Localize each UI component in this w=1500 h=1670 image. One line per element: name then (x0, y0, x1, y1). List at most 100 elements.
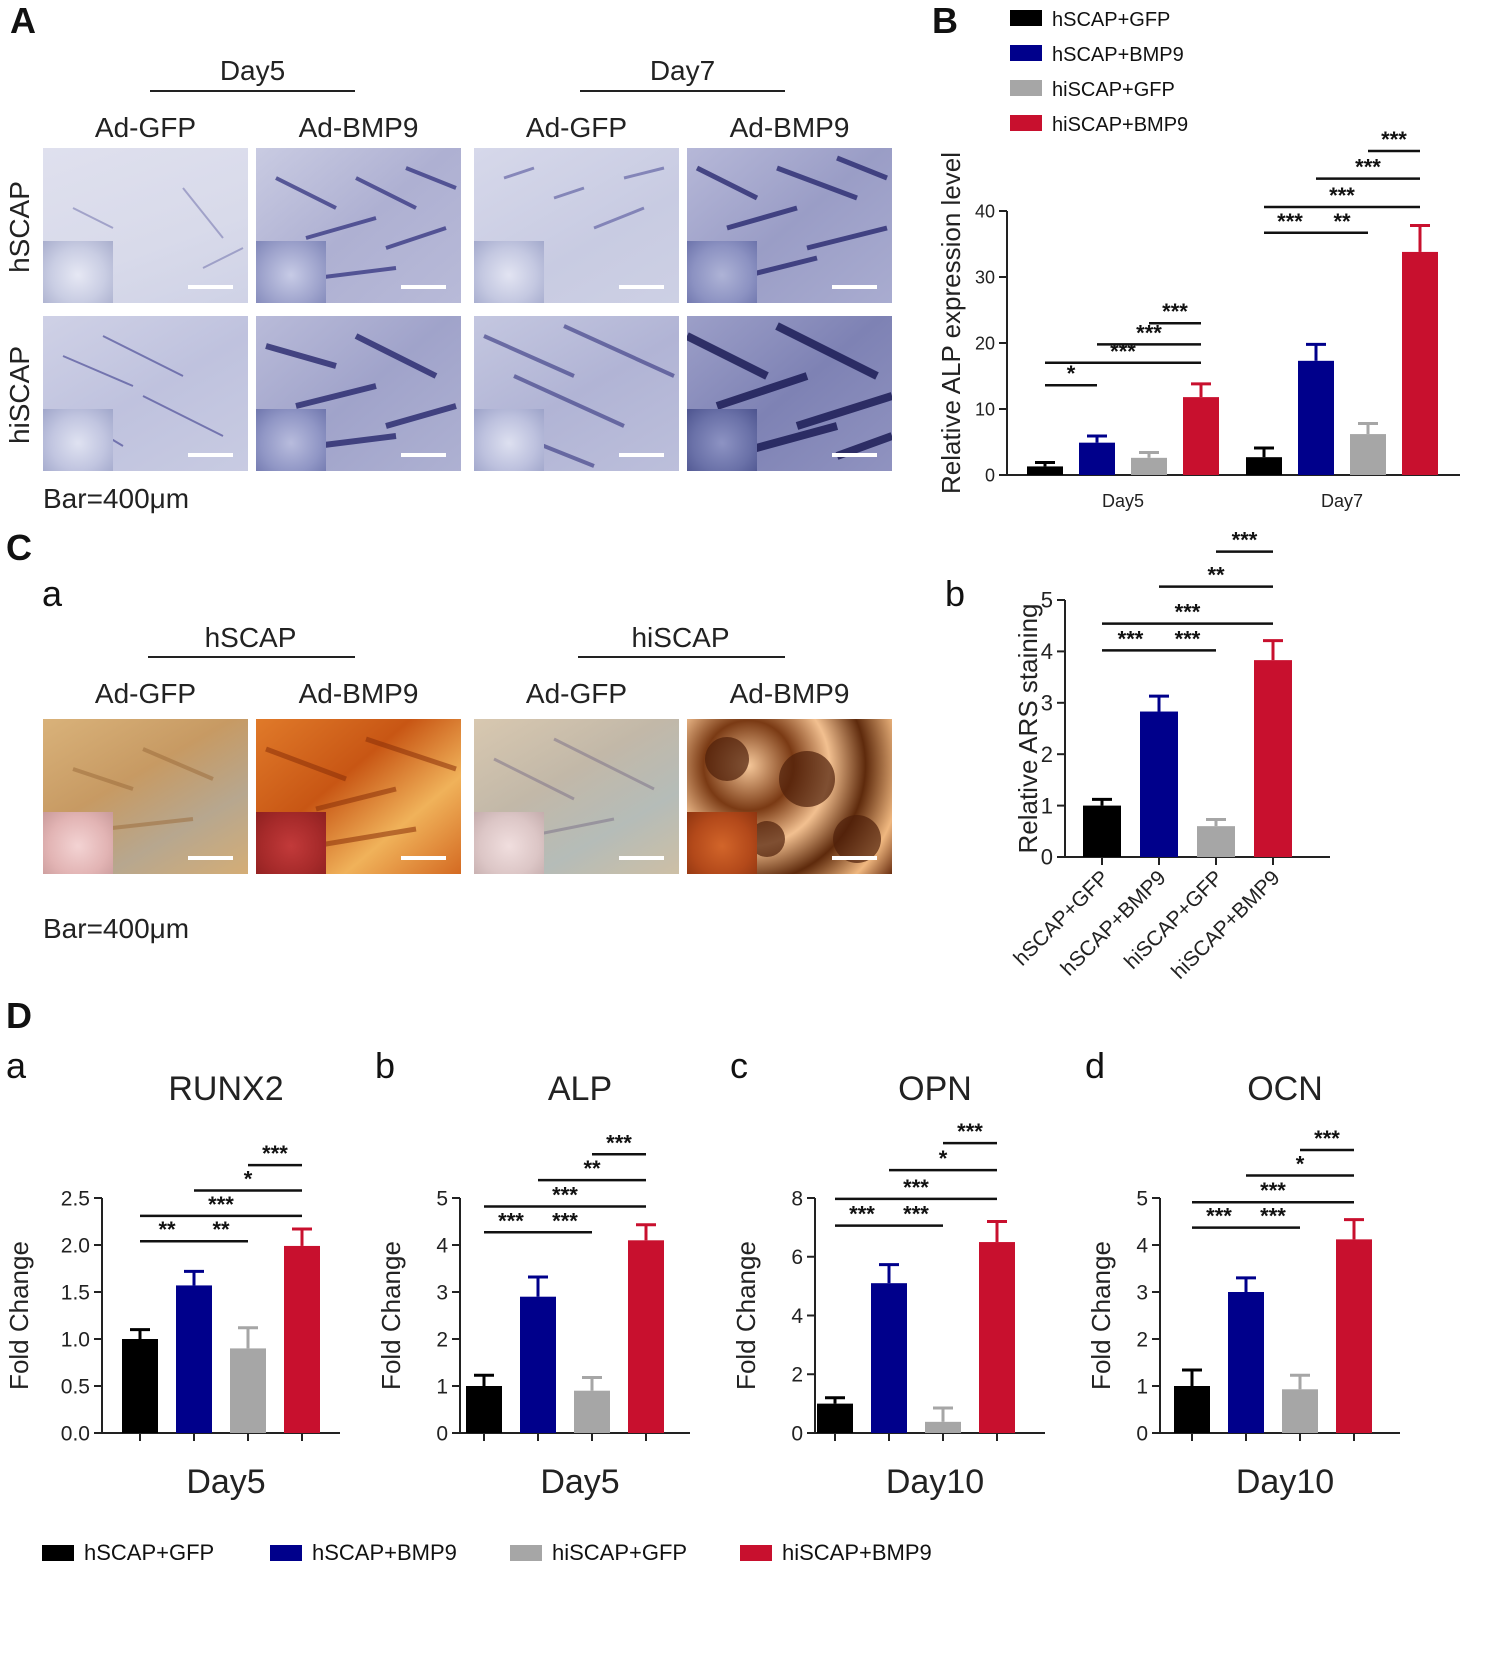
stain-texture (265, 736, 457, 852)
well-inset (687, 812, 757, 874)
y-tick-label: 3 (1041, 691, 1053, 716)
y-tick-label: 6 (791, 1246, 803, 1269)
panel-letter-c: C (6, 527, 32, 568)
legend-label: hiSCAP+GFP (552, 1540, 688, 1565)
significance-label: * (1067, 361, 1076, 386)
significance-label: *** (1206, 1204, 1232, 1229)
significance-label: *** (849, 1202, 875, 1227)
bar-hscap-gfp (122, 1339, 158, 1433)
y-tick-label: 0 (985, 465, 995, 485)
y-tick-label: 0.5 (61, 1375, 90, 1398)
x-axis-title: Day5 (186, 1463, 265, 1501)
ars-photo-hscap-bmp9 (256, 719, 461, 874)
legend-item-hiscap-gfp: hiSCAP+GFP (510, 1540, 687, 1566)
legend-item-hscap-gfp: hSCAP+GFP (42, 1540, 214, 1566)
panel-letter-d: D (6, 995, 32, 1036)
legend-swatch (1010, 80, 1042, 96)
hiscap-rule (578, 656, 785, 658)
y-tick-label: 2.5 (61, 1187, 90, 1210)
legend-label: hSCAP+GFP (1052, 9, 1170, 31)
well-inset (256, 241, 326, 303)
subpanel-letter-ca: a (42, 573, 63, 614)
bar-hscap-bmp9-day5 (1079, 442, 1115, 475)
bar-hscap-bmp9 (176, 1285, 212, 1433)
significance-label: *** (1118, 626, 1144, 651)
chart-title: OCN (1247, 1070, 1323, 1108)
alp-photo-hscap-day5-bmp9 (256, 148, 461, 303)
legend-label: hiSCAP+GFP (1052, 79, 1175, 101)
bar-hiscap-bmp9-day7 (1402, 251, 1438, 475)
y-tick-label: 2.0 (61, 1234, 90, 1257)
y-tick-label: 5 (1136, 1187, 1148, 1210)
col-header-ad-bmp9: Ad-BMP9 (298, 678, 419, 709)
y-tick-label: 5 (1041, 588, 1053, 613)
ars-photo-hiscap-gfp (474, 719, 679, 874)
alp-photo-hiscap-day7-bmp9 (687, 316, 892, 471)
significance-label: *** (1329, 183, 1355, 208)
bar-hiscap-gfp (1282, 1389, 1318, 1433)
y-tick-label: 0 (436, 1422, 448, 1445)
well-inset (43, 812, 113, 874)
y-tick-label: 2 (791, 1364, 803, 1387)
scale-bar (188, 856, 233, 860)
col-header-ad-gfp: Ad-GFP (525, 112, 628, 143)
scale-bar (619, 856, 664, 860)
y-tick-label: 1 (1041, 793, 1053, 818)
well-inset (474, 812, 544, 874)
subpanel-letter-cb: b (945, 573, 966, 614)
bar-hiscap-gfp (574, 1390, 610, 1433)
stain-texture (695, 155, 888, 281)
significance-label: *** (1314, 1126, 1340, 1151)
stain-texture (483, 324, 675, 468)
well-inset (256, 409, 326, 471)
legend-item-hscap-bmp9: hSCAP+BMP9 (270, 1540, 457, 1566)
bar-hiscap-bmp9-day5 (1183, 397, 1219, 475)
scale-bar (401, 453, 446, 457)
legend-item-hiscap-bmp9: hiSCAP+BMP9 (740, 1540, 932, 1566)
chart-title: OPN (898, 1070, 972, 1108)
y-axis-title: Relative ARS staining (1013, 603, 1043, 853)
scale-note-a: Bar=400μm (43, 483, 190, 514)
significance-label: *** (1260, 1204, 1286, 1229)
bar-hiscap-gfp-day5 (1131, 457, 1167, 475)
scale-bar (832, 856, 877, 860)
stain-texture (72, 187, 244, 269)
scale-bar (401, 856, 446, 860)
y-tick-label: 0 (1136, 1422, 1148, 1445)
significance-label: ** (212, 1217, 230, 1242)
significance-label: * (939, 1146, 948, 1171)
bar-hiscap-gfp (230, 1348, 266, 1433)
stain-texture (503, 166, 665, 230)
legend-swatch (1010, 115, 1042, 131)
row-label-hscap: hSCAP (4, 181, 35, 273)
y-tick-label: 1.0 (61, 1328, 90, 1351)
alp-photo-hscap-day7-bmp9 (687, 148, 892, 303)
significance-label: *** (552, 1208, 578, 1233)
bar-hiscap-bmp9 (284, 1245, 320, 1433)
panel-letter-b: B (932, 0, 958, 41)
day5-rule (150, 90, 355, 92)
significance-label: *** (1175, 600, 1201, 625)
ars-photo-hiscap-bmp9 (687, 719, 892, 874)
alp-photo-hscap-day7-gfp (474, 148, 679, 303)
y-tick-label: 40 (975, 201, 995, 221)
day7-header: Day7 (649, 55, 716, 86)
day7-rule (580, 90, 785, 92)
y-tick-label: 2 (436, 1328, 448, 1351)
y-tick-label: 1 (1136, 1375, 1148, 1398)
legend-label: hiSCAP+BMP9 (1052, 114, 1188, 136)
ars-photo-hscap-gfp (43, 719, 248, 874)
y-tick-label: 1 (436, 1375, 448, 1398)
y-tick-label: 4 (1136, 1234, 1148, 1257)
subpanel-letter-db: b (375, 1045, 396, 1086)
col-header-ad-bmp9: Ad-BMP9 (729, 678, 850, 709)
x-axis-title: Day10 (886, 1463, 984, 1501)
bar-hscap-bmp9 (871, 1283, 907, 1433)
x-tick-label: Day5 (1102, 491, 1144, 511)
y-tick-label: 20 (975, 333, 995, 353)
bar-hiscap-bmp9 (628, 1240, 664, 1433)
scale-bar (619, 453, 664, 457)
x-axis-title: Day10 (1236, 1463, 1334, 1501)
bar-hscap-bmp9 (1228, 1292, 1264, 1433)
